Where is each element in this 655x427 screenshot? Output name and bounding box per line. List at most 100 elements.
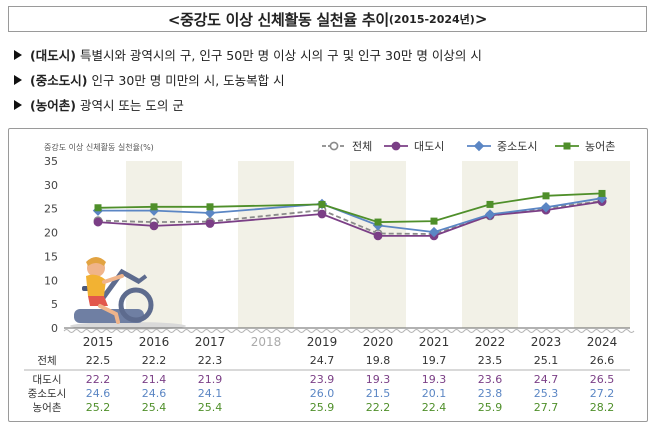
definition-text: 광역시 또는 도의 군 — [79, 98, 184, 113]
data-point — [598, 189, 606, 197]
y-tick-label: 15 — [44, 250, 58, 263]
table-cell: 22.2 — [142, 354, 167, 367]
table-cell: 22.2 — [86, 373, 111, 386]
data-point — [206, 203, 214, 211]
x-tick-label: 2024 — [587, 335, 618, 349]
x-tick-label: 2021 — [419, 335, 450, 349]
legend-label: 중소도시 — [497, 140, 537, 153]
y-tick-label: 25 — [44, 203, 58, 216]
rider-shirt — [86, 274, 106, 296]
table-cell: 24.1 — [198, 387, 223, 400]
table-cell: 19.3 — [366, 373, 391, 386]
chart-axes: 중강도 이상 신체활동 실천율(%) 0 5 10 15 20 25 30 35 2015 2016… — [44, 142, 635, 349]
table-cell: 25.9 — [478, 401, 503, 414]
year-bands — [126, 161, 630, 328]
data-point — [428, 226, 440, 238]
table-cell: 19.8 — [366, 354, 391, 367]
table-cell: 23.5 — [478, 354, 503, 367]
table-cell: 21.4 — [142, 373, 167, 386]
table-cell: 23.9 — [310, 373, 335, 386]
table-cell: 21.9 — [198, 373, 223, 386]
table-cell: 24.6 — [142, 387, 167, 400]
rider-arm — [102, 274, 124, 284]
table-cell: 24.6 — [86, 387, 111, 400]
table-cell: 22.2 — [366, 401, 391, 414]
table-cell: 25.9 — [310, 401, 335, 414]
data-point — [94, 204, 102, 212]
triangle-bullet-icon — [14, 74, 22, 85]
definition-term: (중소도시) — [30, 73, 88, 88]
page-title: <중강도 이상 신체활동 실천율 추이 — [167, 10, 389, 29]
x-tick-label: 2018 — [251, 335, 282, 349]
chart-panel — [8, 128, 648, 422]
axis-break-line — [63, 329, 635, 333]
table-row-header: 농어촌 — [33, 402, 62, 414]
table-cell: 26.0 — [310, 387, 335, 400]
table-cell: 23.6 — [478, 373, 503, 386]
table-cell: 25.4 — [198, 401, 223, 414]
table-cell: 22.5 — [86, 354, 111, 367]
definition-term: (농어촌) — [30, 98, 76, 113]
table-cell: 26.6 — [590, 354, 615, 367]
triangle-bullet-icon — [14, 49, 22, 60]
table-cell: 27.2 — [590, 387, 615, 400]
table-cell: 25.3 — [534, 387, 559, 400]
table-cell: 22.4 — [422, 401, 447, 414]
x-tick-label: 2022 — [475, 335, 506, 349]
data-point — [204, 207, 216, 219]
table-cell: 19.3 — [422, 373, 447, 386]
data-point — [473, 140, 485, 152]
data-point — [542, 192, 550, 200]
data-point — [484, 209, 496, 220]
data-point — [391, 141, 401, 151]
data-point — [149, 221, 159, 231]
bike-frame — [97, 268, 142, 304]
data-point — [430, 217, 438, 225]
y-tick-label: 0 — [51, 322, 58, 335]
table-cell: 28.2 — [590, 401, 615, 414]
definitions-list: (대도시) 특별시와 광역시의 구, 인구 50만 명 이상 시의 구 및 인구… — [14, 42, 482, 117]
table-cell: 25.1 — [534, 354, 559, 367]
rider-leg — [98, 304, 120, 324]
chart-series — [92, 189, 608, 241]
triangle-bullet-icon — [14, 99, 22, 110]
table-cell: 24.7 — [534, 373, 559, 386]
x-tick-label: 2023 — [531, 335, 562, 349]
rider-shorts — [88, 296, 108, 306]
year-band — [462, 161, 518, 328]
x-tick-label: 2015 — [83, 335, 114, 349]
table-cell: 23.8 — [478, 387, 503, 400]
legend-label: 농어촌 — [585, 140, 615, 153]
legend-label: 대도시 — [414, 140, 444, 153]
table-cell: 25.4 — [142, 401, 167, 414]
data-point — [373, 231, 383, 241]
legend-label: 전체 — [352, 140, 372, 153]
definition-text: 인구 30만 명 미만의 시, 도농복합 시 — [91, 73, 285, 88]
table-cell: 20.1 — [422, 387, 447, 400]
table-cell: 24.7 — [310, 354, 335, 367]
table-cell: 26.5 — [590, 373, 615, 386]
x-tick-label: 2016 — [139, 335, 170, 349]
year-band — [126, 161, 182, 328]
data-point — [374, 218, 382, 226]
table-cell: 21.5 — [366, 387, 391, 400]
data-table: 전체 22.5 22.2 22.3 24.7 19.8 19.7 23.5 25.1 26.6 대도… — [24, 354, 630, 414]
definition-term: (대도시) — [30, 48, 76, 63]
data-point — [318, 200, 326, 208]
data-point — [486, 200, 494, 208]
table-cell: 19.7 — [422, 354, 447, 367]
bike-flywheel — [118, 287, 154, 323]
year-band — [350, 161, 406, 328]
title-close: > — [474, 10, 488, 28]
data-point — [93, 217, 103, 227]
bike-shadow — [70, 322, 186, 330]
table-row-header: 대도시 — [33, 374, 62, 386]
year-band — [238, 161, 294, 328]
definition-metro: (대도시) 특별시와 광역시의 구, 인구 50만 명 이상 시의 구 및 인구… — [14, 42, 482, 67]
x-tick-label: 2020 — [363, 335, 394, 349]
definition-text: 특별시와 광역시의 구, 인구 50만 명 이상 시의 구 및 인구 30만 명… — [79, 48, 482, 63]
y-tick-label: 10 — [44, 274, 58, 287]
y-tick-label: 35 — [44, 155, 58, 168]
table-row-header: 중소도시 — [28, 388, 67, 400]
series-line-total — [97, 200, 603, 235]
